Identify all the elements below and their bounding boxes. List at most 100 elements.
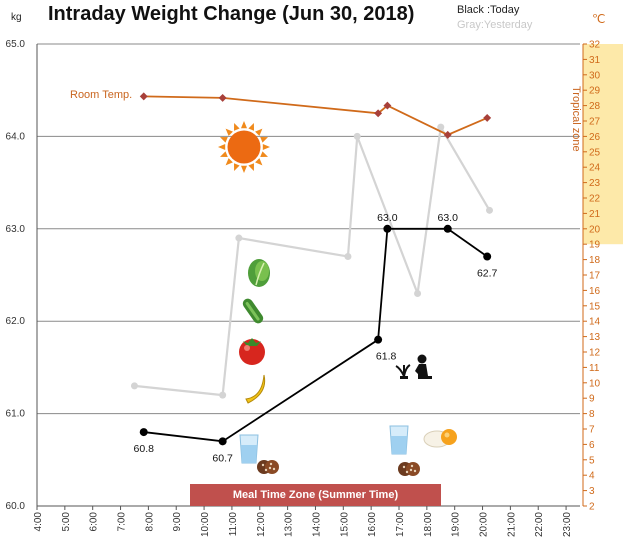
series-layer: 60.8 60.7 61.8 63.0 63.0 62.7 bbox=[130, 92, 498, 464]
x-tick-label: 18:00 bbox=[423, 512, 434, 537]
sun-ray bbox=[262, 144, 270, 150]
plant-pot bbox=[400, 376, 408, 379]
y2-tick-label: 5 bbox=[589, 455, 595, 466]
today-data-label: 60.7 bbox=[212, 452, 233, 464]
yesterday-point bbox=[353, 132, 361, 140]
today-point bbox=[483, 252, 492, 261]
cookies-icon bbox=[398, 462, 420, 476]
y2-tick-label: 31 bbox=[589, 55, 601, 66]
sun-ray bbox=[248, 163, 254, 171]
y-tick-label: 64.0 bbox=[6, 131, 26, 142]
x-tick-label: 17:00 bbox=[395, 512, 406, 537]
tomato-shine bbox=[244, 345, 250, 351]
x-tick-label: 9:00 bbox=[172, 512, 183, 532]
cookie-chip bbox=[409, 468, 413, 472]
egg-yolk-shine bbox=[444, 432, 450, 438]
yesterday-point bbox=[344, 253, 352, 261]
x-tick-label: 8:00 bbox=[144, 512, 155, 532]
today-data-label: 63.0 bbox=[377, 212, 398, 224]
y2-tick-label: 25 bbox=[589, 147, 601, 158]
sun-ray bbox=[225, 128, 233, 136]
y-tick-label: 65.0 bbox=[6, 39, 26, 50]
sun-ray bbox=[218, 144, 226, 150]
left-axis-unit: kg bbox=[11, 12, 22, 23]
y2-tick-label: 27 bbox=[589, 117, 601, 128]
room-temp-label: Room Temp. bbox=[70, 89, 133, 101]
water-glass-icon bbox=[239, 434, 259, 464]
room-temp-point bbox=[443, 130, 452, 139]
cookie-chip bbox=[272, 467, 276, 471]
today-point bbox=[383, 224, 392, 233]
x-tick-label: 5:00 bbox=[61, 512, 72, 532]
y2-tick-label: 17 bbox=[589, 271, 601, 282]
sun-ray bbox=[248, 123, 254, 131]
y2-tick-label: 13 bbox=[589, 332, 601, 343]
cookie-chip bbox=[413, 469, 417, 473]
x-tick-label: 22:00 bbox=[534, 512, 545, 537]
yesterday-point bbox=[486, 206, 493, 214]
tropical-zone-label: Tropical zone bbox=[568, 86, 584, 166]
cucumber-icon bbox=[242, 298, 264, 324]
today-point bbox=[218, 437, 227, 446]
y2-tick-label: 22 bbox=[589, 194, 601, 205]
sun-ray bbox=[225, 158, 233, 166]
glass-water bbox=[391, 436, 407, 454]
banana-body bbox=[245, 374, 266, 404]
x-tick-label: 19:00 bbox=[451, 512, 462, 537]
y2-tick-label: 2 bbox=[589, 502, 595, 513]
person-body bbox=[415, 364, 432, 379]
today-point bbox=[139, 428, 148, 437]
y2-tick-label: 21 bbox=[589, 209, 601, 220]
y2-tick-label: 18 bbox=[589, 255, 601, 266]
y-axis-ticks: 60.0 61.0 62.0 63.0 64.0 65.0 bbox=[6, 39, 26, 512]
sun-ray bbox=[241, 165, 247, 173]
x-tick-label: 14:00 bbox=[311, 512, 322, 537]
cookie-chip bbox=[405, 470, 409, 474]
y2-tick-label: 8 bbox=[589, 409, 595, 420]
series-yesterday-line bbox=[134, 123, 491, 397]
series-today-line bbox=[143, 227, 488, 443]
x-tick-label: 4:00 bbox=[33, 512, 44, 532]
person-head bbox=[417, 354, 427, 364]
sun-ray bbox=[255, 128, 263, 136]
sun-ray bbox=[255, 158, 263, 166]
sun-ray bbox=[220, 151, 228, 157]
y2-tick-label: 9 bbox=[589, 394, 595, 405]
cookie-chip bbox=[410, 464, 414, 468]
yesterday-point bbox=[235, 234, 243, 242]
axes bbox=[36, 44, 584, 507]
egg-yolk bbox=[441, 429, 457, 445]
y2-tick-label: 23 bbox=[589, 178, 601, 189]
y2-tick-label: 14 bbox=[589, 317, 601, 328]
tomato-icon bbox=[239, 338, 265, 365]
today-point bbox=[374, 335, 383, 344]
y2-axis-ticks: 2345678910111213141516171819202122232425… bbox=[583, 40, 601, 513]
y2-tick-label: 11 bbox=[589, 363, 600, 374]
tropical-zone-band bbox=[583, 44, 623, 245]
y2-tick-label: 24 bbox=[589, 163, 601, 174]
lettuce-vein bbox=[255, 262, 265, 286]
y2-tick-label: 6 bbox=[589, 440, 595, 451]
y2-tick-label: 32 bbox=[589, 40, 601, 51]
today-point bbox=[443, 224, 452, 233]
cookie-chip bbox=[402, 465, 406, 469]
series-room-temp-line bbox=[143, 95, 488, 136]
room-temp-point bbox=[483, 113, 492, 122]
cookie-front bbox=[406, 462, 420, 476]
x-tick-label: 21:00 bbox=[506, 512, 517, 537]
x-tick-label: 6:00 bbox=[89, 512, 100, 532]
x-tick-label: 23:00 bbox=[562, 512, 573, 537]
x-tick-label: 10:00 bbox=[200, 512, 211, 537]
x-tick-label: 16:00 bbox=[367, 512, 378, 537]
room-temp-point bbox=[218, 93, 227, 102]
legend-today: Black :Today bbox=[457, 4, 520, 16]
lettuce-icon bbox=[248, 259, 270, 287]
icon-layer bbox=[218, 121, 457, 476]
y2-tick-label: 28 bbox=[589, 101, 601, 112]
y2-tick-label: 7 bbox=[589, 425, 595, 436]
cookie-front bbox=[265, 460, 279, 474]
y2-tick-label: 30 bbox=[589, 70, 601, 81]
tropical-zone-text: Tropical zone bbox=[570, 86, 582, 152]
sun-ray bbox=[234, 163, 240, 171]
